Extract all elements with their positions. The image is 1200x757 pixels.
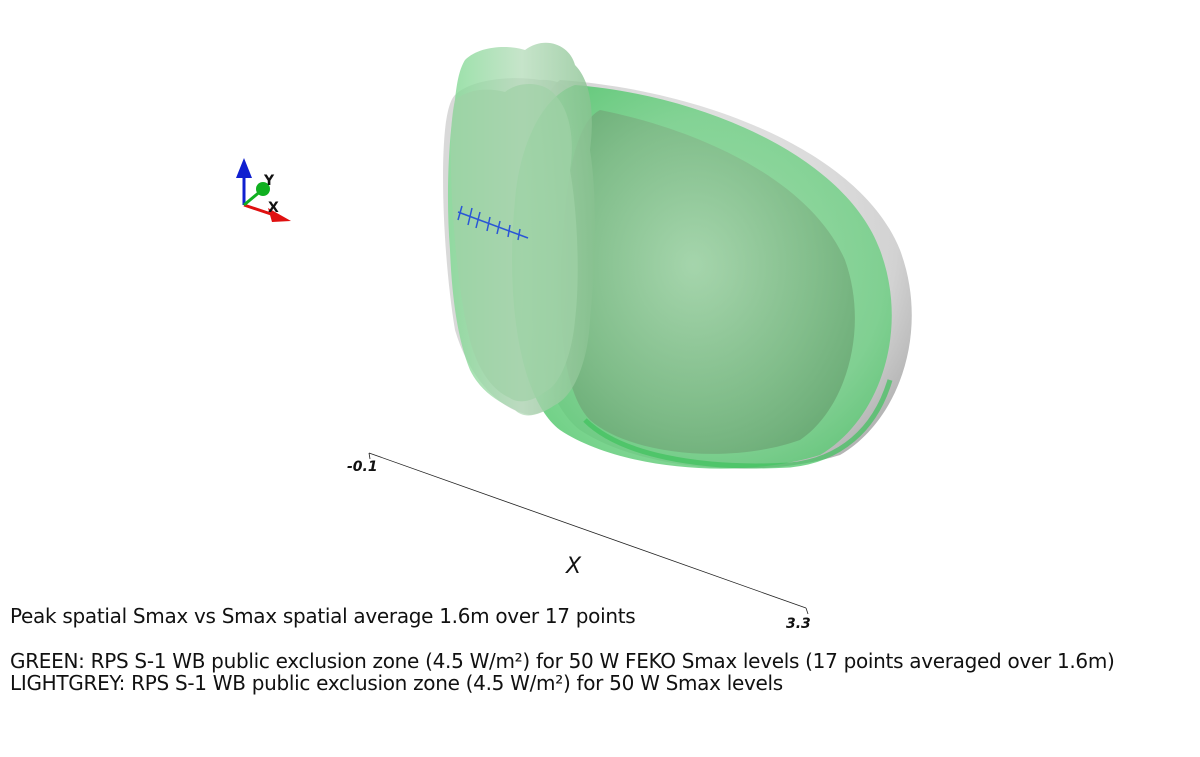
green-main-lobe-inner <box>560 110 855 454</box>
x-axis-end-tick <box>805 607 809 615</box>
x-axis-title: X <box>565 554 582 579</box>
figure-title: Peak spatial Smax vs Smax spatial averag… <box>10 604 636 628</box>
antenna-element-6 <box>507 224 511 238</box>
green-rim <box>583 379 893 469</box>
triad-x-label: X <box>268 200 279 216</box>
antenna-element-1 <box>457 205 463 221</box>
x-axis-start-tick <box>368 452 371 460</box>
antenna-element-2 <box>467 207 473 226</box>
triad-y-head <box>256 182 270 196</box>
orientation-triad: Y X <box>236 158 291 222</box>
antenna-element-4 <box>486 216 491 232</box>
x-axis: -0.1 3.3 X <box>347 452 811 632</box>
triad-z-cone <box>236 158 252 178</box>
antenna-element-3 <box>475 211 481 229</box>
x-axis-line <box>368 452 807 609</box>
green-exclusion-zone <box>447 42 893 469</box>
x-axis-min-label: -0.1 <box>347 459 378 475</box>
antenna-array <box>457 205 529 241</box>
legend-lightgrey-entry: LIGHTGREY: RPS S-1 WB public exclusion z… <box>10 671 783 695</box>
x-axis-max-label: 3.3 <box>786 616 811 632</box>
legend-green-entry: GREEN: RPS S-1 WB public exclusion zone … <box>10 649 1115 673</box>
antenna-element-5 <box>496 220 501 235</box>
antenna-element-7 <box>517 228 521 241</box>
green-back-lobe-front <box>450 84 578 402</box>
triad-x-cone <box>268 208 291 222</box>
triad-x-shaft <box>243 203 275 217</box>
triad-y-label: Y <box>263 173 275 189</box>
